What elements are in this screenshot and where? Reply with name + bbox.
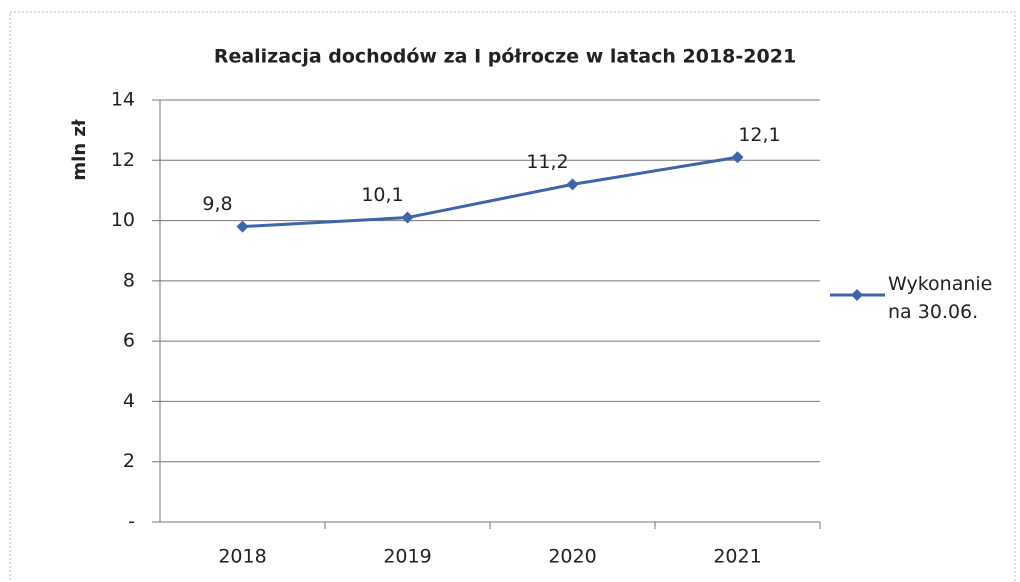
y-tick-label: 8 xyxy=(123,269,135,291)
data-point xyxy=(566,178,579,191)
y-tick-label: 12 xyxy=(111,149,135,171)
data-label: 9,8 xyxy=(202,193,232,215)
x-tick-label: 2019 xyxy=(383,546,431,568)
legend-marker xyxy=(851,289,863,301)
y-tick-label: 4 xyxy=(123,390,135,412)
y-tick-label: 6 xyxy=(123,330,135,352)
x-tick-label: 2020 xyxy=(548,546,596,568)
data-point xyxy=(401,211,414,224)
data-label: 10,1 xyxy=(361,184,403,206)
data-point xyxy=(236,220,249,233)
data-label: 12,1 xyxy=(738,124,780,146)
y-tick-label: 10 xyxy=(111,209,135,231)
y-tick-label: - xyxy=(128,511,135,533)
x-tick-label: 2018 xyxy=(218,546,266,568)
data-point xyxy=(731,151,744,164)
y-axis-label: mln zł xyxy=(69,118,90,180)
data-label: 11,2 xyxy=(526,151,568,173)
chart-frame xyxy=(9,11,1016,582)
series-line xyxy=(242,155,738,229)
x-tick-label: 2021 xyxy=(713,546,761,568)
chart-title: Realizacja dochodów za I półrocze w lata… xyxy=(214,46,796,68)
y-tick-label: 2 xyxy=(123,450,135,472)
y-tick-label: 14 xyxy=(111,89,135,111)
legend-label: Wykonanie na 30.06. xyxy=(888,273,993,323)
